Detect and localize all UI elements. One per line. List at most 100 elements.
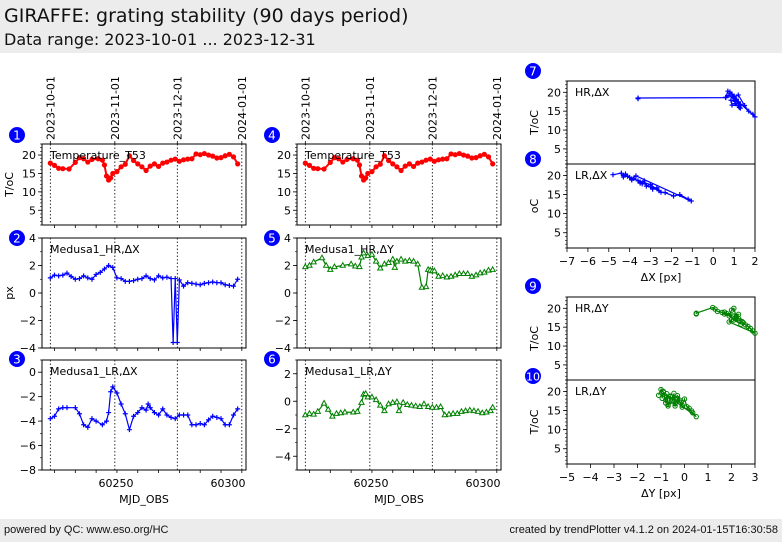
data-point <box>118 164 124 170</box>
y-tick-label: −6 <box>20 440 36 453</box>
data-point <box>752 114 758 120</box>
data-point <box>164 274 170 280</box>
data-point <box>99 157 105 163</box>
data-point <box>322 261 330 268</box>
data-point <box>408 401 415 408</box>
data-point <box>147 276 153 282</box>
y-axis-label: T/oC <box>528 326 541 352</box>
data-point <box>118 401 124 407</box>
data-point <box>660 389 667 395</box>
data-point <box>403 400 411 407</box>
data-point <box>423 157 429 163</box>
y-tick-label: 10 <box>547 124 561 137</box>
data-point <box>110 265 116 271</box>
data-point <box>235 276 241 282</box>
data-point <box>444 156 450 162</box>
x-tick-label: 60300 <box>466 477 501 490</box>
date-tick-label: 2024-01-01 <box>236 76 249 140</box>
data-point <box>324 405 332 412</box>
data-point <box>439 271 447 279</box>
data-point <box>662 190 668 196</box>
data-point <box>610 172 616 178</box>
y-tick-label: 10 <box>547 208 561 221</box>
x-tick-label: 2 <box>728 471 735 484</box>
panel-number: 6 <box>268 353 276 367</box>
x-axis-label: MJD_OBS <box>374 493 424 506</box>
y-tick-label: −4 <box>20 415 36 428</box>
panel-9: 5 10 15 20 T/oC HR,ΔY 9 <box>525 278 758 381</box>
data-point <box>729 102 735 108</box>
data-point <box>201 422 207 428</box>
x-tick-label: 60250 <box>354 477 389 490</box>
data-point <box>302 160 308 166</box>
data-point <box>93 418 99 424</box>
data-point <box>752 330 758 336</box>
x-tick-label: 3 <box>752 471 759 484</box>
panel-number-badge <box>264 351 280 367</box>
data-point <box>726 92 732 98</box>
data-point <box>106 410 112 416</box>
data-point <box>363 175 369 181</box>
data-point <box>118 276 124 282</box>
panel-label: LR,ΔX <box>575 169 608 182</box>
data-point <box>104 418 110 424</box>
data-point <box>671 193 677 199</box>
data-point <box>390 161 396 167</box>
data-point <box>714 308 721 315</box>
data-point <box>415 160 421 166</box>
page-title: GIRAFFE: grating stability (90 days peri… <box>4 5 409 27</box>
y-tick-label: 15 <box>547 189 561 202</box>
panel-number-badge <box>264 230 280 246</box>
data-point <box>721 309 728 315</box>
data-point <box>110 384 116 390</box>
y-tick-label: 2 <box>284 368 291 381</box>
data-point <box>731 93 737 99</box>
data-point <box>126 153 133 159</box>
data-point <box>336 156 342 162</box>
y-tick-label: 0 <box>284 287 291 300</box>
data-point <box>193 422 199 428</box>
data-point <box>376 264 384 271</box>
data-point <box>68 274 74 279</box>
data-point <box>477 153 483 159</box>
data-point <box>222 282 228 288</box>
data-point <box>665 401 671 408</box>
panel-label: Medusa1_HR,ΔX <box>50 243 140 256</box>
x-tick-label: −4 <box>622 255 638 268</box>
data-point <box>456 150 462 157</box>
data-point <box>72 276 78 282</box>
data-point <box>398 167 404 174</box>
y-tick-label: 15 <box>547 321 561 334</box>
data-point <box>64 405 70 411</box>
data-point <box>399 398 407 405</box>
data-point <box>60 166 66 172</box>
x-tick-label: −7 <box>559 255 575 268</box>
data-point <box>452 152 458 158</box>
data-point <box>126 427 132 433</box>
data-point <box>377 161 383 167</box>
data-point <box>431 158 437 164</box>
panel-number-badge <box>525 368 541 384</box>
data-point <box>738 321 744 327</box>
data-point <box>746 108 752 114</box>
data-point <box>72 405 78 411</box>
data-point <box>231 412 237 418</box>
x-tick-label: 0 <box>681 471 688 484</box>
data-point <box>181 283 187 289</box>
data-point <box>677 192 683 198</box>
y-tick-label: 5 <box>554 443 561 456</box>
y-tick-label: 10 <box>547 340 561 353</box>
data-point <box>64 270 70 276</box>
data-point <box>473 155 479 161</box>
data-point <box>201 280 207 286</box>
y-tick-label: 10 <box>547 424 561 437</box>
x-tick-label: 1 <box>731 255 738 268</box>
data-point <box>56 165 62 171</box>
data-point <box>135 161 141 167</box>
y-tick-label: −8 <box>20 464 36 477</box>
data-point <box>437 402 445 410</box>
panel-label: Temperature_T53 <box>49 149 146 162</box>
data-point <box>56 406 62 412</box>
y-tick-label: 10 <box>277 186 291 199</box>
data-point <box>168 414 174 420</box>
